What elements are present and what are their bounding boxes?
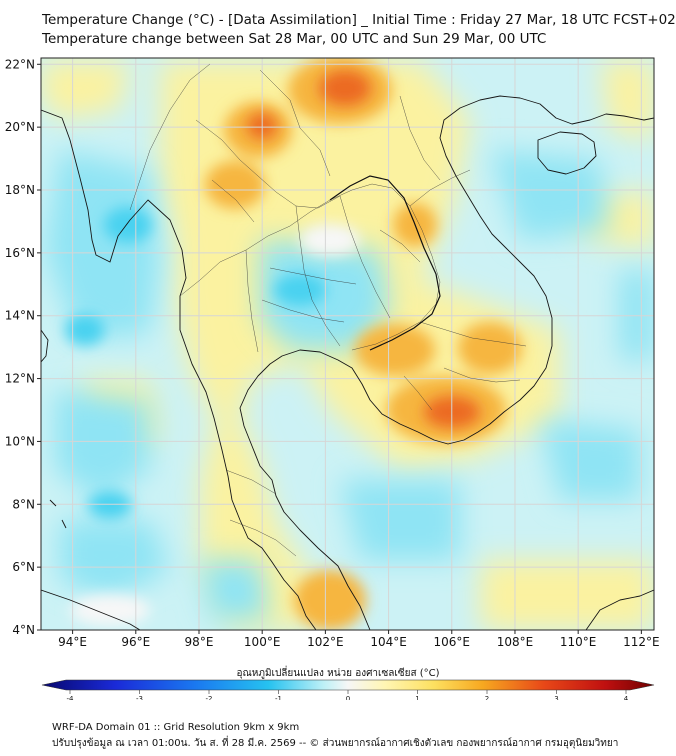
update-credit: ปรับปรุงข้อมูล ณ เวลา 01:00น. วัน ส. ที่… <box>52 738 619 749</box>
chart-title: Temperature Change (°C) - [Data Assimila… <box>42 12 676 28</box>
andaman-islands <box>41 329 49 363</box>
colorbar-bar <box>41 679 655 691</box>
colorbar-title: อุณหภูมิเปลี่ยนแปลง หน่วย องศาเซลเซียส (… <box>236 668 440 679</box>
colorbar-tick-label: 1 <box>415 695 419 700</box>
lon-tick-label: 106°E <box>434 635 471 649</box>
colorbar-tick-label: 4 <box>624 695 629 700</box>
model-info: WRF-DA Domain 01 :: Grid Resolution 9km … <box>52 722 300 733</box>
colorbar-ticks: -4 -3 -2 -1 0 1 2 3 4 <box>67 690 629 700</box>
colorbar-tick-label: 0 <box>346 695 350 700</box>
lon-tick-label: 98°E <box>185 635 214 649</box>
lon-tick-label: 104°E <box>370 635 407 649</box>
mainland-coast <box>41 109 317 630</box>
lat-tick-label: 6°N <box>12 560 35 574</box>
lat-tick-label: 22°N <box>5 57 35 71</box>
lon-tick-label: 100°E <box>244 635 281 649</box>
lon-tick-label: 96°E <box>121 635 150 649</box>
lat-tick-label: 4°N <box>12 623 35 637</box>
colorbar-tick-label: 3 <box>554 695 558 700</box>
colorbar-tick-label: -1 <box>275 695 282 700</box>
lon-tick-label: 94°E <box>58 635 87 649</box>
borneo-coast <box>585 589 654 630</box>
coastlines <box>41 95 654 630</box>
temperature-change-map: 22°N 20°N 18°N 16°N 14°N 12°N 10°N 8°N 6°N 4°N 94… <box>5 57 660 700</box>
longitude-axis: 94°E 96°E 98°E 100°E 102°E 104°E 106°E 108°E 110… <box>58 630 660 649</box>
colorbar-tick-label: -2 <box>206 695 213 700</box>
lat-tick-label: 10°N <box>5 434 35 448</box>
chart-subtitle: Temperature change between Sat 28 Mar, 0… <box>42 31 547 47</box>
lat-tick-label: 18°N <box>5 183 35 197</box>
lat-tick-label: 12°N <box>5 372 35 386</box>
colorbar-tick-label: 2 <box>485 695 489 700</box>
admin-borders <box>129 63 527 557</box>
lat-tick-label: 16°N <box>5 246 35 260</box>
lon-tick-label: 112°E <box>623 635 660 649</box>
country-border-bold <box>329 175 441 351</box>
latitude-axis: 22°N 20°N 18°N 16°N 14°N 12°N 10°N 8°N 6°N 4°N <box>5 57 41 637</box>
nicobar-islands <box>49 499 67 529</box>
grid-lines <box>41 58 654 630</box>
gulf-of-thailand-coast <box>239 95 654 630</box>
lon-tick-label: 108°E <box>497 635 534 649</box>
colorbar-tick-label: -4 <box>67 695 75 700</box>
colorbar: -4 -3 -2 -1 0 1 2 3 4 <box>41 679 655 700</box>
sumatra-coast <box>41 589 141 630</box>
lon-tick-label: 102°E <box>307 635 344 649</box>
lat-tick-label: 14°N <box>5 309 35 323</box>
hainan-island <box>537 131 597 175</box>
plot-frame <box>40 57 655 631</box>
colorbar-tick-label: -3 <box>136 695 143 700</box>
lat-tick-label: 20°N <box>5 120 35 134</box>
lat-tick-label: 8°N <box>12 497 35 511</box>
cool-field <box>45 150 654 620</box>
lon-tick-label: 110°E <box>560 635 597 649</box>
